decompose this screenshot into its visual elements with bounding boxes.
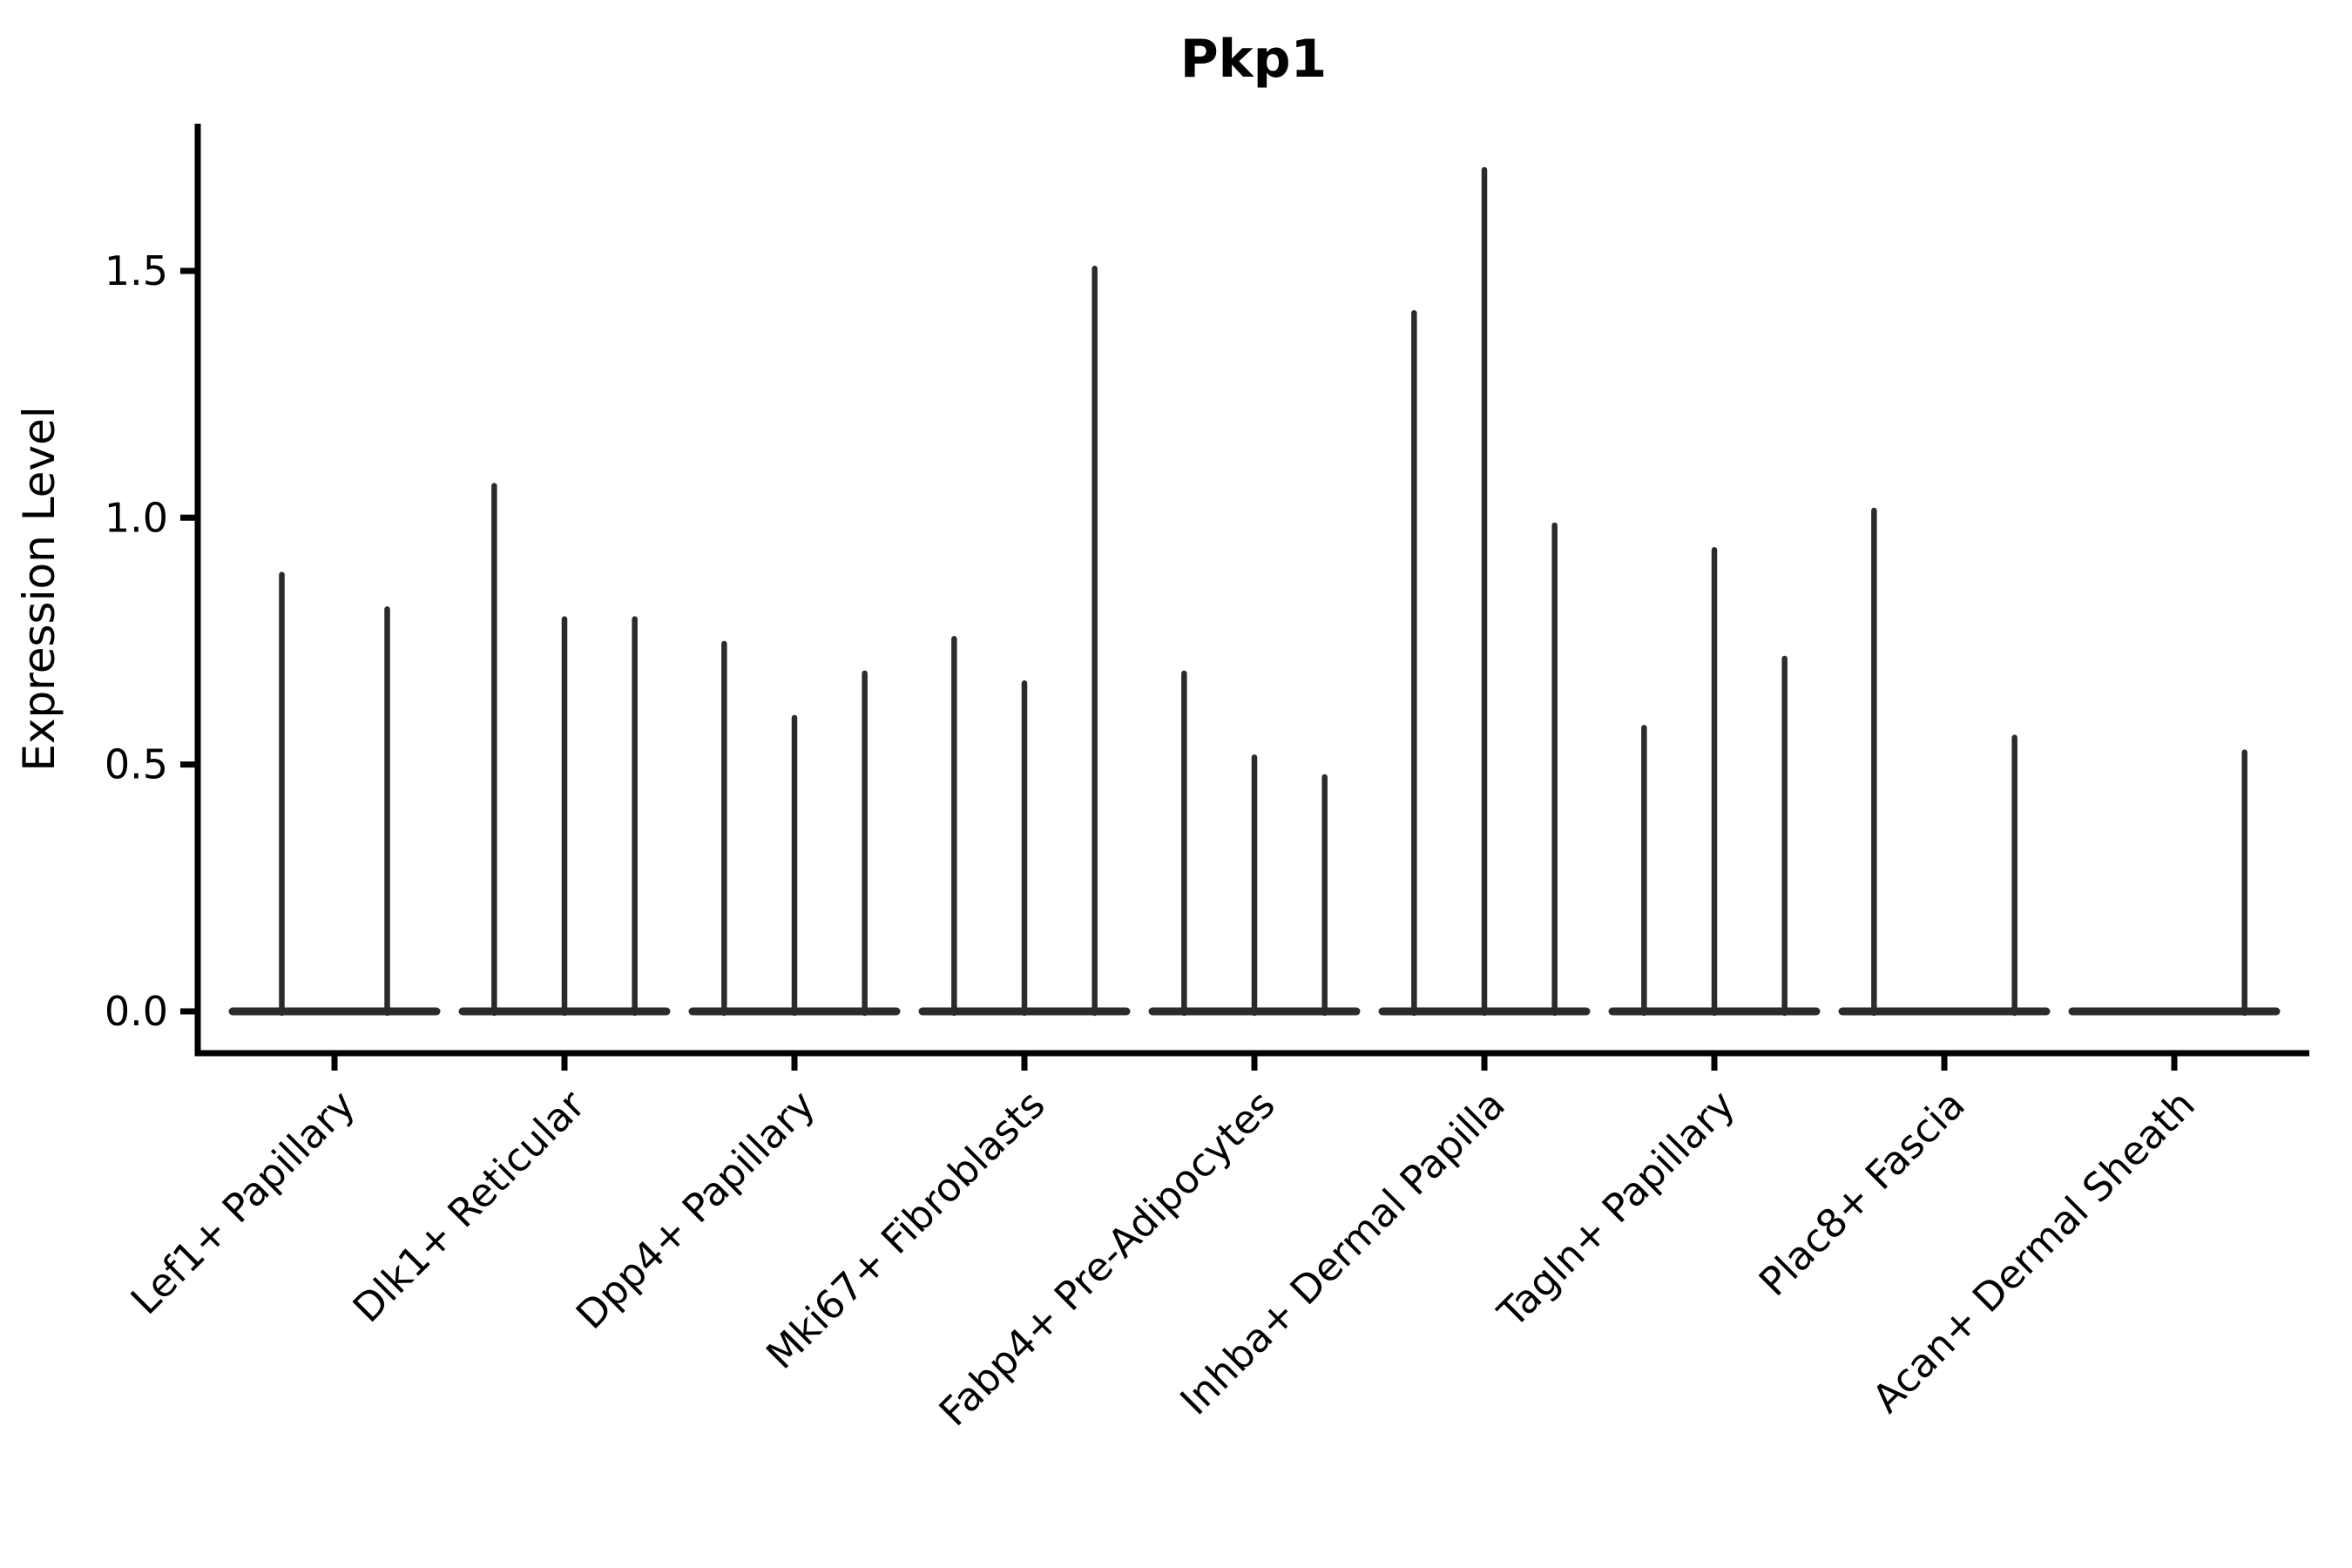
y-tick-label: 1.0 bbox=[105, 494, 168, 541]
violin-group bbox=[2068, 749, 2281, 1017]
y-tick-label: 0.5 bbox=[105, 741, 168, 788]
y-tick-label: 1.5 bbox=[105, 247, 168, 294]
x-tick-label: Tagln+ Papillary bbox=[1489, 1081, 1744, 1336]
axes-layer bbox=[180, 124, 2309, 1071]
violin-group bbox=[918, 266, 1131, 1017]
violin-group bbox=[228, 571, 441, 1017]
violin-group bbox=[1148, 670, 1361, 1017]
y-tick-label: 0.0 bbox=[105, 988, 168, 1035]
violin-group bbox=[1378, 166, 1591, 1017]
x-tick-label: Plac8+ Fascia bbox=[1750, 1081, 1974, 1305]
x-tick-label: Dlk1+ Reticular bbox=[344, 1081, 594, 1331]
violin-group bbox=[458, 483, 671, 1017]
violin-group bbox=[688, 640, 901, 1017]
x-tick-label: Lef1+ Papillary bbox=[122, 1081, 364, 1323]
axis-spines bbox=[194, 124, 2309, 1057]
violin-layer bbox=[228, 166, 2281, 1017]
x-tick-label: Dpp4+ Papillary bbox=[567, 1081, 824, 1338]
violin-group bbox=[1838, 507, 2051, 1017]
y-axis-label: Expression Level bbox=[14, 406, 64, 771]
violin-group bbox=[1608, 547, 1821, 1017]
chart-title: Pkp1 bbox=[1180, 29, 1328, 90]
